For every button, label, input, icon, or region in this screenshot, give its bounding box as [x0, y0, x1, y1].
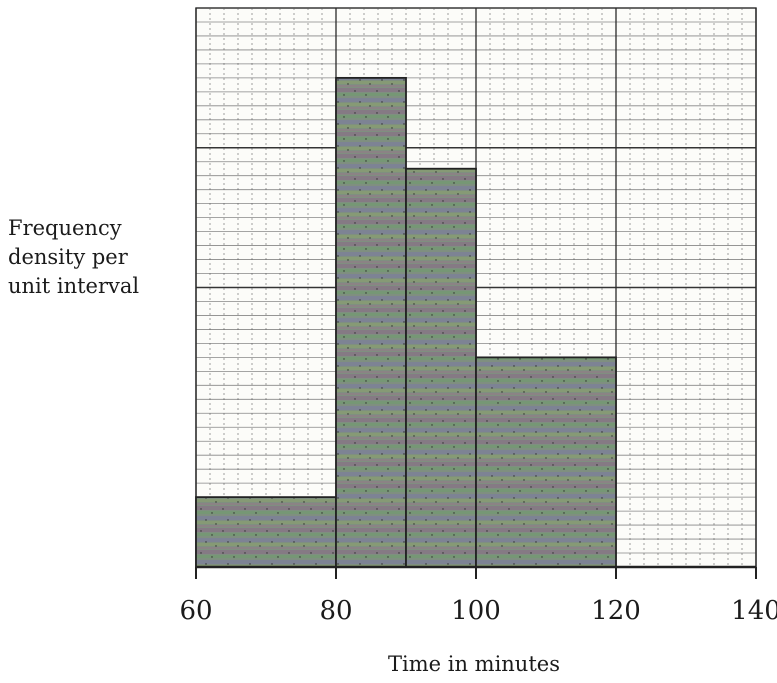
histogram-bar	[475, 356, 617, 568]
x-tick-label: 120	[591, 596, 641, 626]
x-tick-label: 80	[319, 596, 352, 626]
y-axis-label: Frequency density per unit interval	[8, 214, 173, 301]
histogram-bar	[195, 496, 337, 568]
y-axis-label-line-1: Frequency	[8, 216, 122, 240]
x-axis-label: Time in minutes	[388, 652, 560, 676]
y-axis-label-line-3: unit interval	[8, 274, 140, 298]
y-axis-label-line-2: density per	[8, 245, 128, 269]
x-tick-label: 140	[731, 596, 777, 626]
x-tick-label: 100	[451, 596, 501, 626]
x-tick-label: 60	[179, 596, 212, 626]
histogram-bar	[405, 167, 477, 568]
histogram-bar	[335, 76, 407, 568]
